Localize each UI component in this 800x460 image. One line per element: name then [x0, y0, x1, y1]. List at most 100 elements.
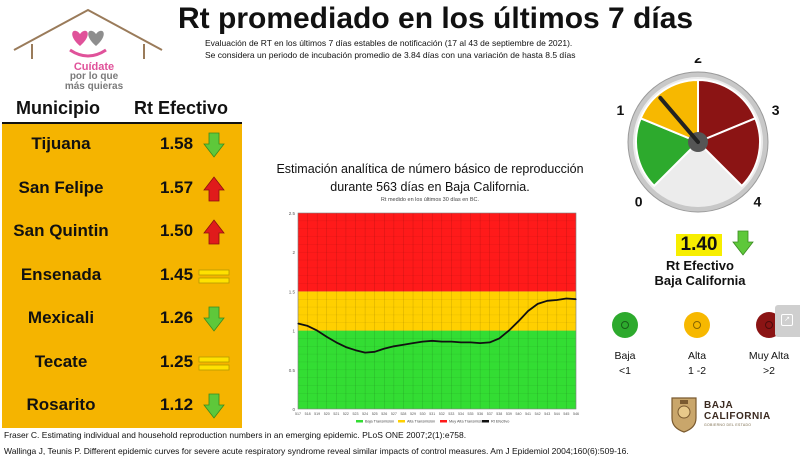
- x-tick-label: 531: [429, 412, 435, 416]
- y-tick-label: 2.5: [289, 211, 296, 216]
- x-tick-label: 540: [515, 412, 521, 416]
- municipio-name: Tijuana: [31, 134, 91, 153]
- table-row: San Felipe 1.57: [2, 168, 242, 208]
- rt-bc-label-line2: Baja California: [654, 273, 746, 288]
- table-row: Tecate 1.25: [2, 342, 242, 382]
- x-tick-label: 520: [324, 412, 330, 416]
- legend-label: Rt Efectivo: [491, 420, 509, 424]
- side-panel-handle[interactable]: ↗: [775, 305, 800, 337]
- y-tick-label: 1: [292, 329, 295, 334]
- table-row: Ensenada 1.45: [2, 255, 242, 295]
- rt-value: 1.12: [160, 395, 194, 414]
- x-tick-label: 519: [314, 412, 320, 416]
- data-point: [527, 310, 529, 312]
- municipio-name: Ensenada: [20, 264, 102, 284]
- data-point: [431, 340, 433, 342]
- chart-title-line2: durante 563 días en Baja California.: [330, 180, 530, 194]
- series-line-rt-efectivo: [297, 297, 577, 354]
- up-arrow-icon: [203, 219, 225, 245]
- gauge-label: 1: [616, 102, 624, 118]
- subtitle-line2: Se considera un periodo de incubación pr…: [205, 50, 576, 60]
- x-tick-label: 535: [468, 412, 474, 416]
- data-point: [316, 330, 318, 332]
- data-point: [537, 303, 539, 305]
- data-point: [441, 340, 443, 343]
- x-tick-label: 546: [573, 412, 579, 416]
- table-header: Municipio Rt Efectivo: [2, 96, 242, 122]
- legend-text: Muy Alta >2: [734, 349, 800, 379]
- chart-band-0: [298, 330, 576, 409]
- data-point: [556, 299, 558, 301]
- x-tick-label: 534: [458, 412, 464, 416]
- legend-range: 1 -2: [687, 365, 707, 377]
- x-tick-label: 517: [295, 412, 301, 416]
- x-tick-label: 541: [525, 412, 531, 416]
- data-point: [460, 341, 462, 343]
- x-tick-label: 536: [477, 412, 483, 416]
- chart-title: Estimación analítica de número básico de…: [260, 160, 600, 196]
- data-point: [306, 325, 309, 327]
- gauge-needle: [658, 95, 700, 144]
- equal-icon: [198, 356, 230, 370]
- x-tick-label: 533: [448, 412, 454, 416]
- table-row: Tijuana 1.58: [2, 124, 242, 164]
- x-tick-label: 544: [554, 412, 560, 416]
- virus-icon: [621, 321, 629, 329]
- chart-band-2: [298, 213, 576, 292]
- data-point: [422, 340, 424, 343]
- legend-label: Baja Transmisión: [365, 420, 394, 424]
- subtitle-line1: Evaluación de RT en los últimos 7 días e…: [205, 38, 573, 48]
- house-hands-icon: [13, 8, 163, 59]
- legend-label: Alta Transmisión: [407, 420, 435, 424]
- gauge-label: 2: [694, 58, 702, 66]
- y-tick-label: 1.5: [289, 289, 296, 294]
- logo-line3: más quieras: [64, 81, 124, 92]
- reference-1: Fraser C. Estimating individual and hous…: [4, 430, 467, 440]
- data-point: [345, 346, 347, 348]
- legend-dot: [612, 312, 638, 338]
- municipio-name: Mexicali: [27, 308, 95, 327]
- rt-value: 1.57: [160, 177, 194, 197]
- data-point: [326, 336, 328, 338]
- y-tick-label: 0: [292, 407, 295, 412]
- data-point: [393, 345, 395, 347]
- data-point: [450, 340, 452, 343]
- virus-icon: [693, 321, 701, 329]
- chart-legend: Baja Transmisión Alta Transmisión Muy Alta…: [356, 420, 509, 424]
- municipio-table: Municipio Rt Efectivo Tijuana 1.58 San Fel…: [2, 96, 242, 428]
- bc-logo-line2: CALIFORNIA: [704, 411, 771, 422]
- legend-text: Baja <1: [590, 349, 660, 379]
- legend-item: Baja Transmisión: [356, 420, 394, 424]
- chart-title-line1: Estimación analítica de número básico de…: [276, 162, 584, 176]
- chart-grid: [297, 212, 577, 410]
- gauge-sector-red-2: [696, 116, 761, 188]
- rt-gauge: 0 1 2 3 4: [616, 58, 780, 213]
- x-tick-label: 532: [439, 412, 445, 416]
- x-tick-label: 530: [420, 412, 426, 416]
- municipio-name: San Felipe: [18, 177, 104, 197]
- gauge-label: 3: [772, 102, 780, 118]
- x-tick-label: 526: [381, 412, 387, 416]
- x-tick-label: 521: [333, 412, 339, 416]
- data-point: [335, 341, 337, 343]
- x-tick-label: 527: [391, 412, 397, 416]
- data-point: [479, 342, 481, 344]
- down-arrow-icon: [203, 132, 225, 158]
- header-municipio: Municipio: [16, 98, 100, 118]
- down-arrow-icon: [203, 306, 225, 332]
- data-point: [498, 337, 500, 340]
- table-row: Rosarito 1.12: [2, 385, 242, 425]
- x-tick-label: 523: [353, 412, 359, 416]
- table-row: Mexicali 1.26: [2, 298, 242, 338]
- x-tick-label: 545: [563, 412, 569, 416]
- legend-range: <1: [619, 365, 631, 377]
- equal-icon: [198, 269, 230, 283]
- rt-value: 1.26: [160, 308, 194, 327]
- gauge-label: 0: [635, 193, 643, 209]
- gauge-sector-red-1: [697, 78, 757, 144]
- header-rt-efectivo: Rt Efectivo: [134, 98, 229, 118]
- x-tick-label: 528: [400, 412, 406, 416]
- cuidate-logo: Cuídate por lo que más quieras: [8, 4, 168, 96]
- rt-value: 1.50: [160, 221, 194, 240]
- chart-band-1: [298, 291, 576, 331]
